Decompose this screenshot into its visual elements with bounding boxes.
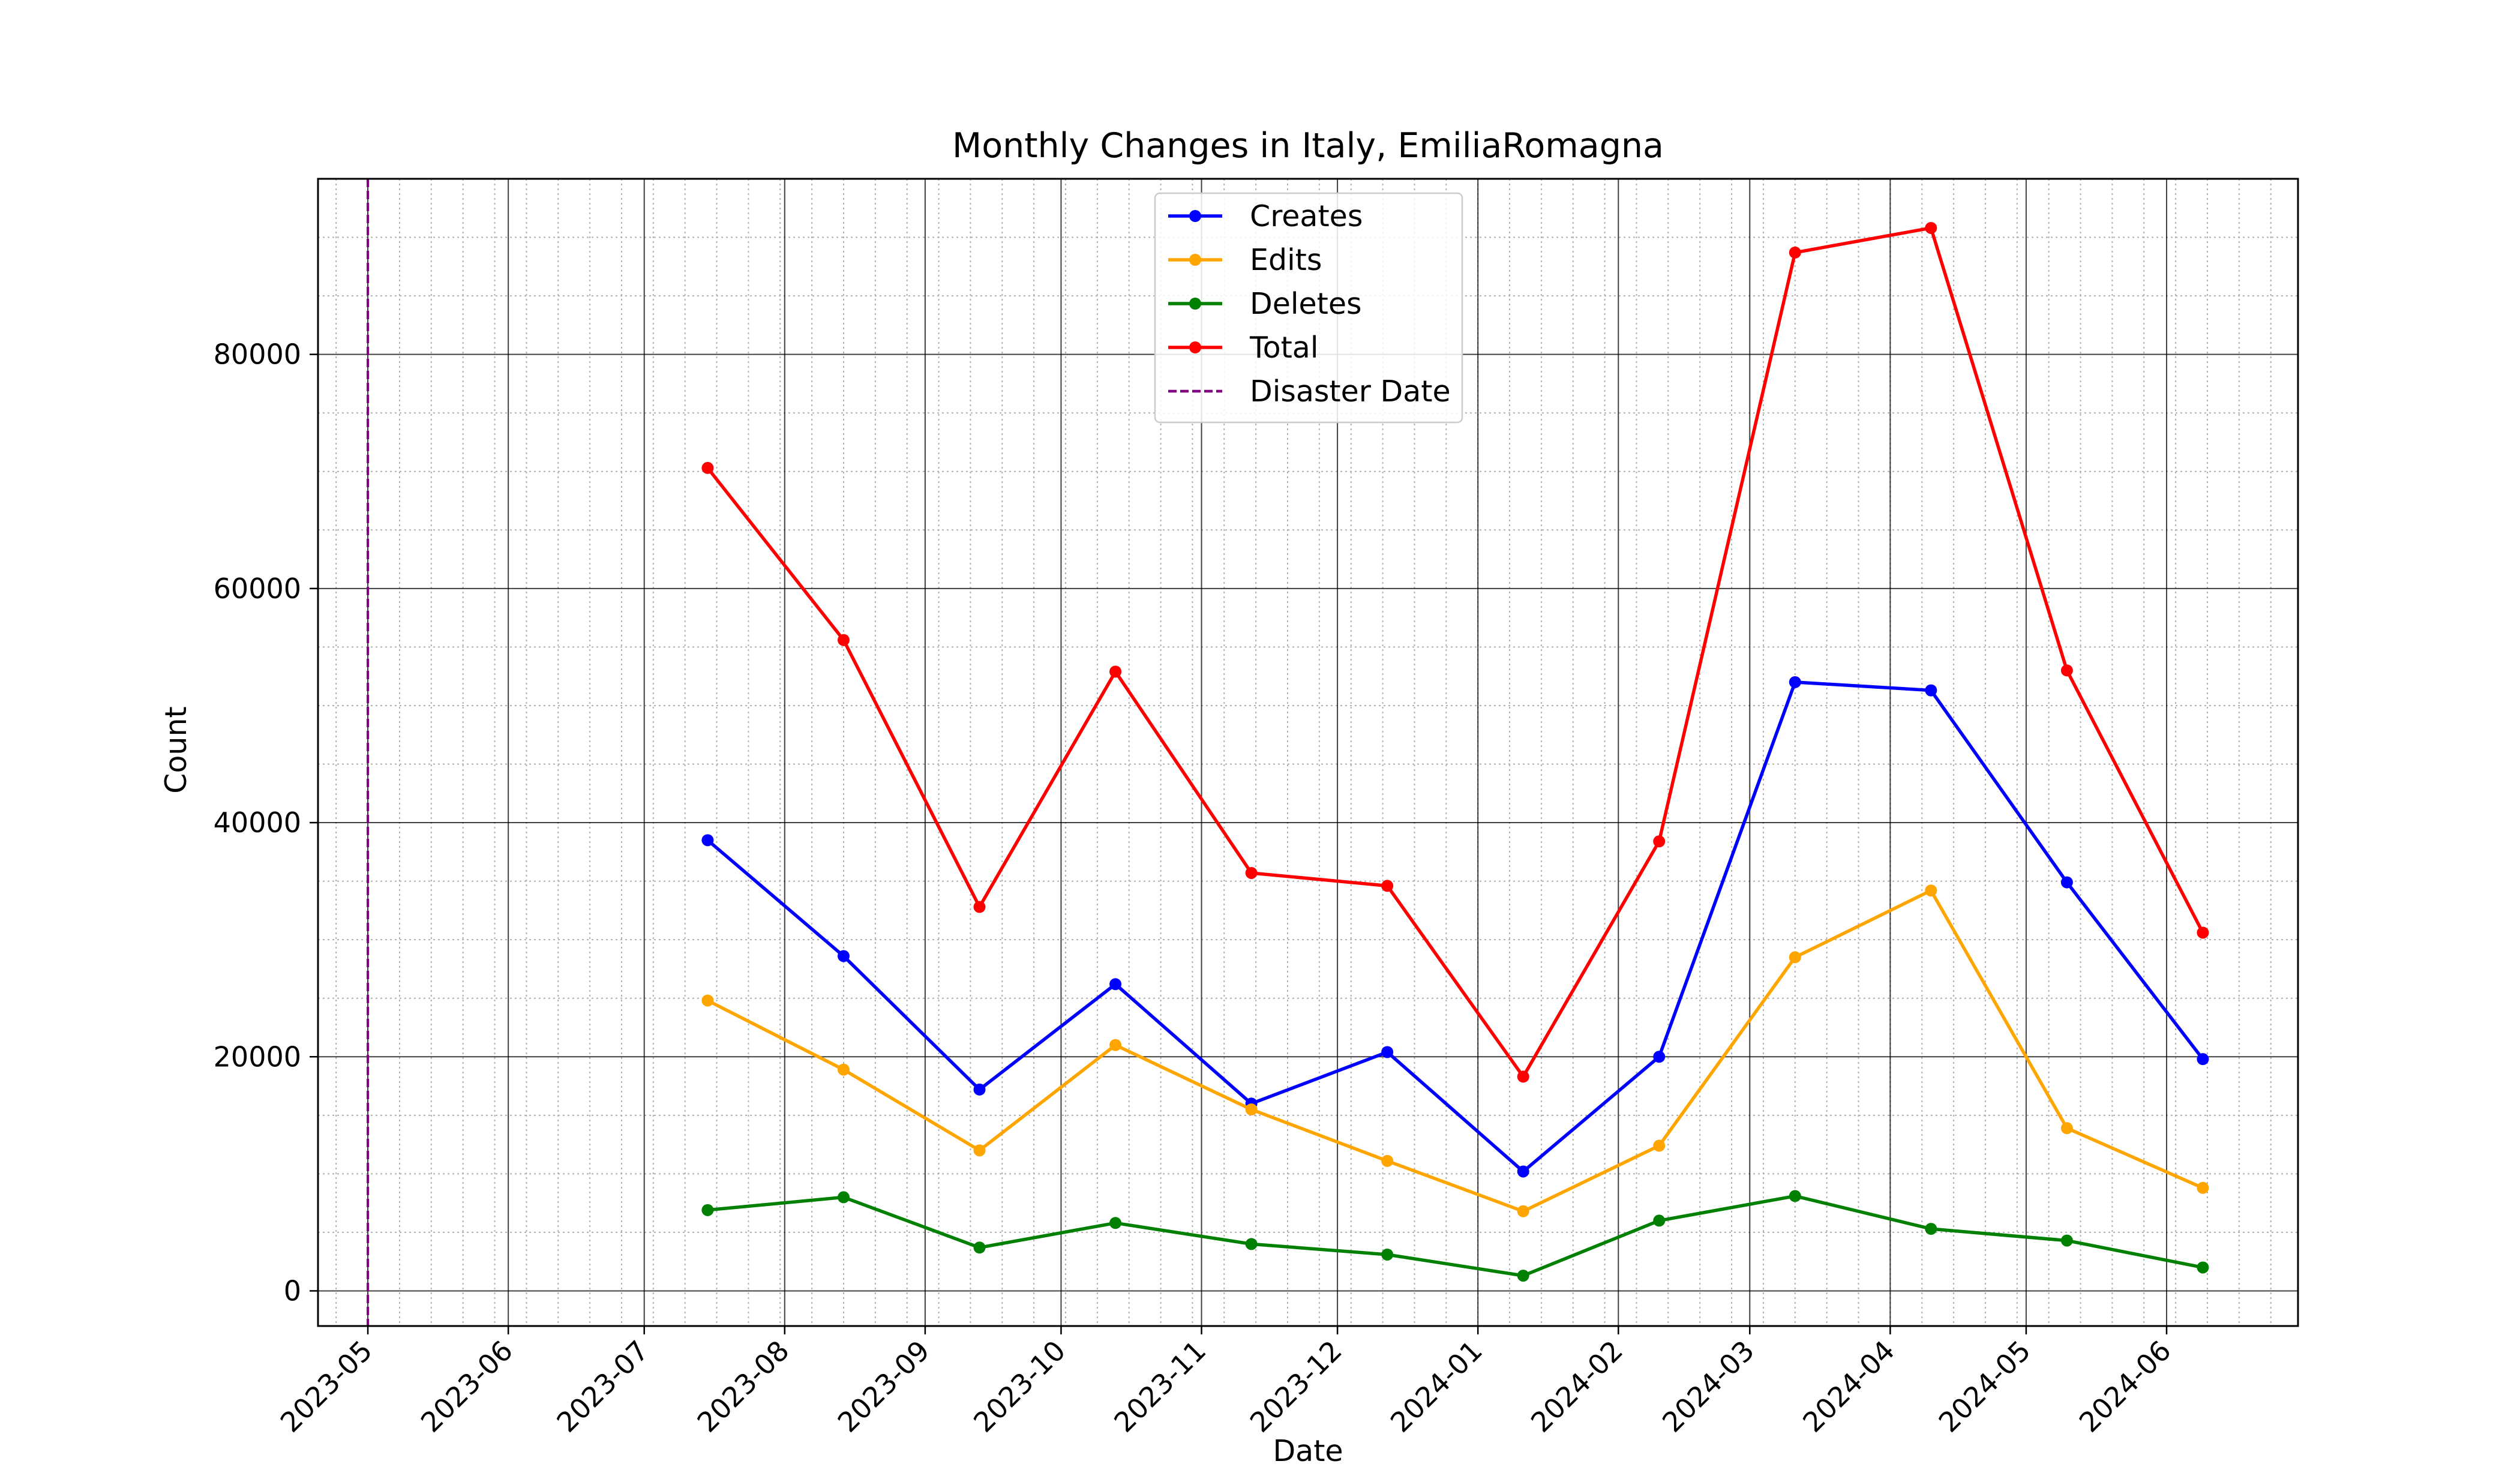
x-tick-label: 2023-09 — [832, 1334, 936, 1439]
legend-label-creates: Creates — [1250, 199, 1363, 233]
data-point-creates — [701, 834, 714, 847]
data-point-deletes — [837, 1191, 850, 1204]
data-point-edits — [973, 1144, 986, 1157]
data-point-edits — [1381, 1154, 1394, 1167]
x-tick-label: 2023-12 — [1244, 1334, 1348, 1439]
data-point-creates — [973, 1083, 986, 1096]
data-point-deletes — [2197, 1261, 2209, 1274]
data-point-edits — [1789, 951, 1801, 964]
data-point-total — [1109, 665, 1122, 678]
x-tick-label: 2023-10 — [967, 1334, 1072, 1439]
legend-label-disaster-date: Disaster Date — [1250, 374, 1451, 409]
legend: Creates Edits Deletes Total Disaster Date — [1154, 192, 1463, 424]
data-point-deletes — [1109, 1217, 1122, 1229]
x-tick-label: 2024-02 — [1525, 1334, 1629, 1439]
data-point-edits — [701, 994, 714, 1007]
series-line-deletes — [707, 1194, 2203, 1277]
series-line-creates — [706, 680, 2204, 1174]
data-point-total — [973, 901, 986, 913]
data-point-creates — [2197, 1053, 2209, 1066]
data-point-deletes — [1789, 1190, 1801, 1202]
y-tick-label: 20000 — [214, 1040, 301, 1073]
data-point-deletes — [2060, 1234, 2073, 1247]
data-point-total — [701, 461, 714, 474]
y-tick-label: 0 — [284, 1274, 301, 1307]
x-axis-label: Date — [1273, 1434, 1343, 1468]
data-point-deletes — [1381, 1248, 1394, 1261]
x-tick-label: 2023-07 — [550, 1334, 655, 1439]
data-point-edits — [1925, 884, 1937, 897]
chart-title: Monthly Changes in Italy, EmiliaRomagna — [952, 126, 1664, 166]
data-point-deletes — [1653, 1214, 1666, 1227]
data-point-edits — [1517, 1205, 1529, 1217]
x-tick-label: 2024-04 — [1796, 1334, 1901, 1439]
data-point-total — [1381, 880, 1394, 892]
data-point-edits — [2060, 1122, 2073, 1135]
y-tick-label: 40000 — [214, 806, 301, 839]
data-point-edits — [1109, 1039, 1122, 1051]
y-tick-label: 80000 — [214, 338, 301, 371]
x-tick-label: 2024-01 — [1384, 1334, 1489, 1439]
data-point-deletes — [1245, 1238, 1258, 1250]
data-point-total — [1789, 246, 1801, 259]
legend-marker-edits — [1189, 254, 1201, 266]
data-point-creates — [1789, 676, 1801, 688]
data-point-deletes — [1517, 1270, 1529, 1282]
legend-marker-deletes — [1189, 298, 1201, 310]
legend-marker-creates — [1189, 210, 1201, 222]
x-tick-label: 2023-08 — [691, 1334, 795, 1439]
data-point-creates — [2060, 876, 2073, 889]
series-line-edits — [707, 889, 2204, 1213]
x-tick-label: 2023-06 — [415, 1334, 519, 1439]
y-axis-label: Count — [159, 706, 193, 794]
data-point-deletes — [973, 1241, 986, 1254]
data-point-creates — [1653, 1051, 1666, 1063]
legend-label-deletes: Deletes — [1250, 287, 1362, 321]
x-tick-label: 2024-03 — [1656, 1334, 1760, 1439]
data-point-deletes — [1925, 1223, 1937, 1235]
x-tick-label: 2024-05 — [1933, 1334, 2037, 1439]
legend-marker-total — [1189, 341, 1201, 353]
data-point-total — [837, 634, 850, 646]
data-point-edits — [1245, 1103, 1258, 1116]
legend-label-total: Total — [1249, 331, 1318, 365]
legend-box — [1154, 192, 1463, 424]
data-point-edits — [2197, 1181, 2209, 1194]
plot-frame — [317, 178, 2299, 1327]
series-line-total — [706, 226, 2204, 1079]
data-point-creates — [1517, 1165, 1529, 1178]
data-point-total — [2060, 664, 2073, 677]
data-point-creates — [1109, 978, 1122, 991]
legend-label-edits: Edits — [1250, 243, 1322, 277]
y-tick-label: 60000 — [214, 572, 301, 605]
data-point-total — [1517, 1070, 1529, 1083]
data-point-total — [1245, 866, 1258, 879]
data-point-total — [2197, 926, 2209, 939]
x-tick-label: 2024-06 — [2073, 1334, 2177, 1439]
data-point-creates — [837, 950, 850, 962]
data-point-edits — [837, 1063, 850, 1076]
data-point-deletes — [701, 1204, 714, 1216]
data-point-edits — [1653, 1139, 1666, 1152]
data-point-creates — [1925, 684, 1937, 697]
data-point-total — [1925, 221, 1937, 234]
data-point-creates — [1381, 1046, 1394, 1058]
x-tick-label: 2023-11 — [1108, 1334, 1212, 1439]
data-point-total — [1653, 835, 1666, 848]
x-tick-label: 2023-05 — [274, 1334, 379, 1439]
